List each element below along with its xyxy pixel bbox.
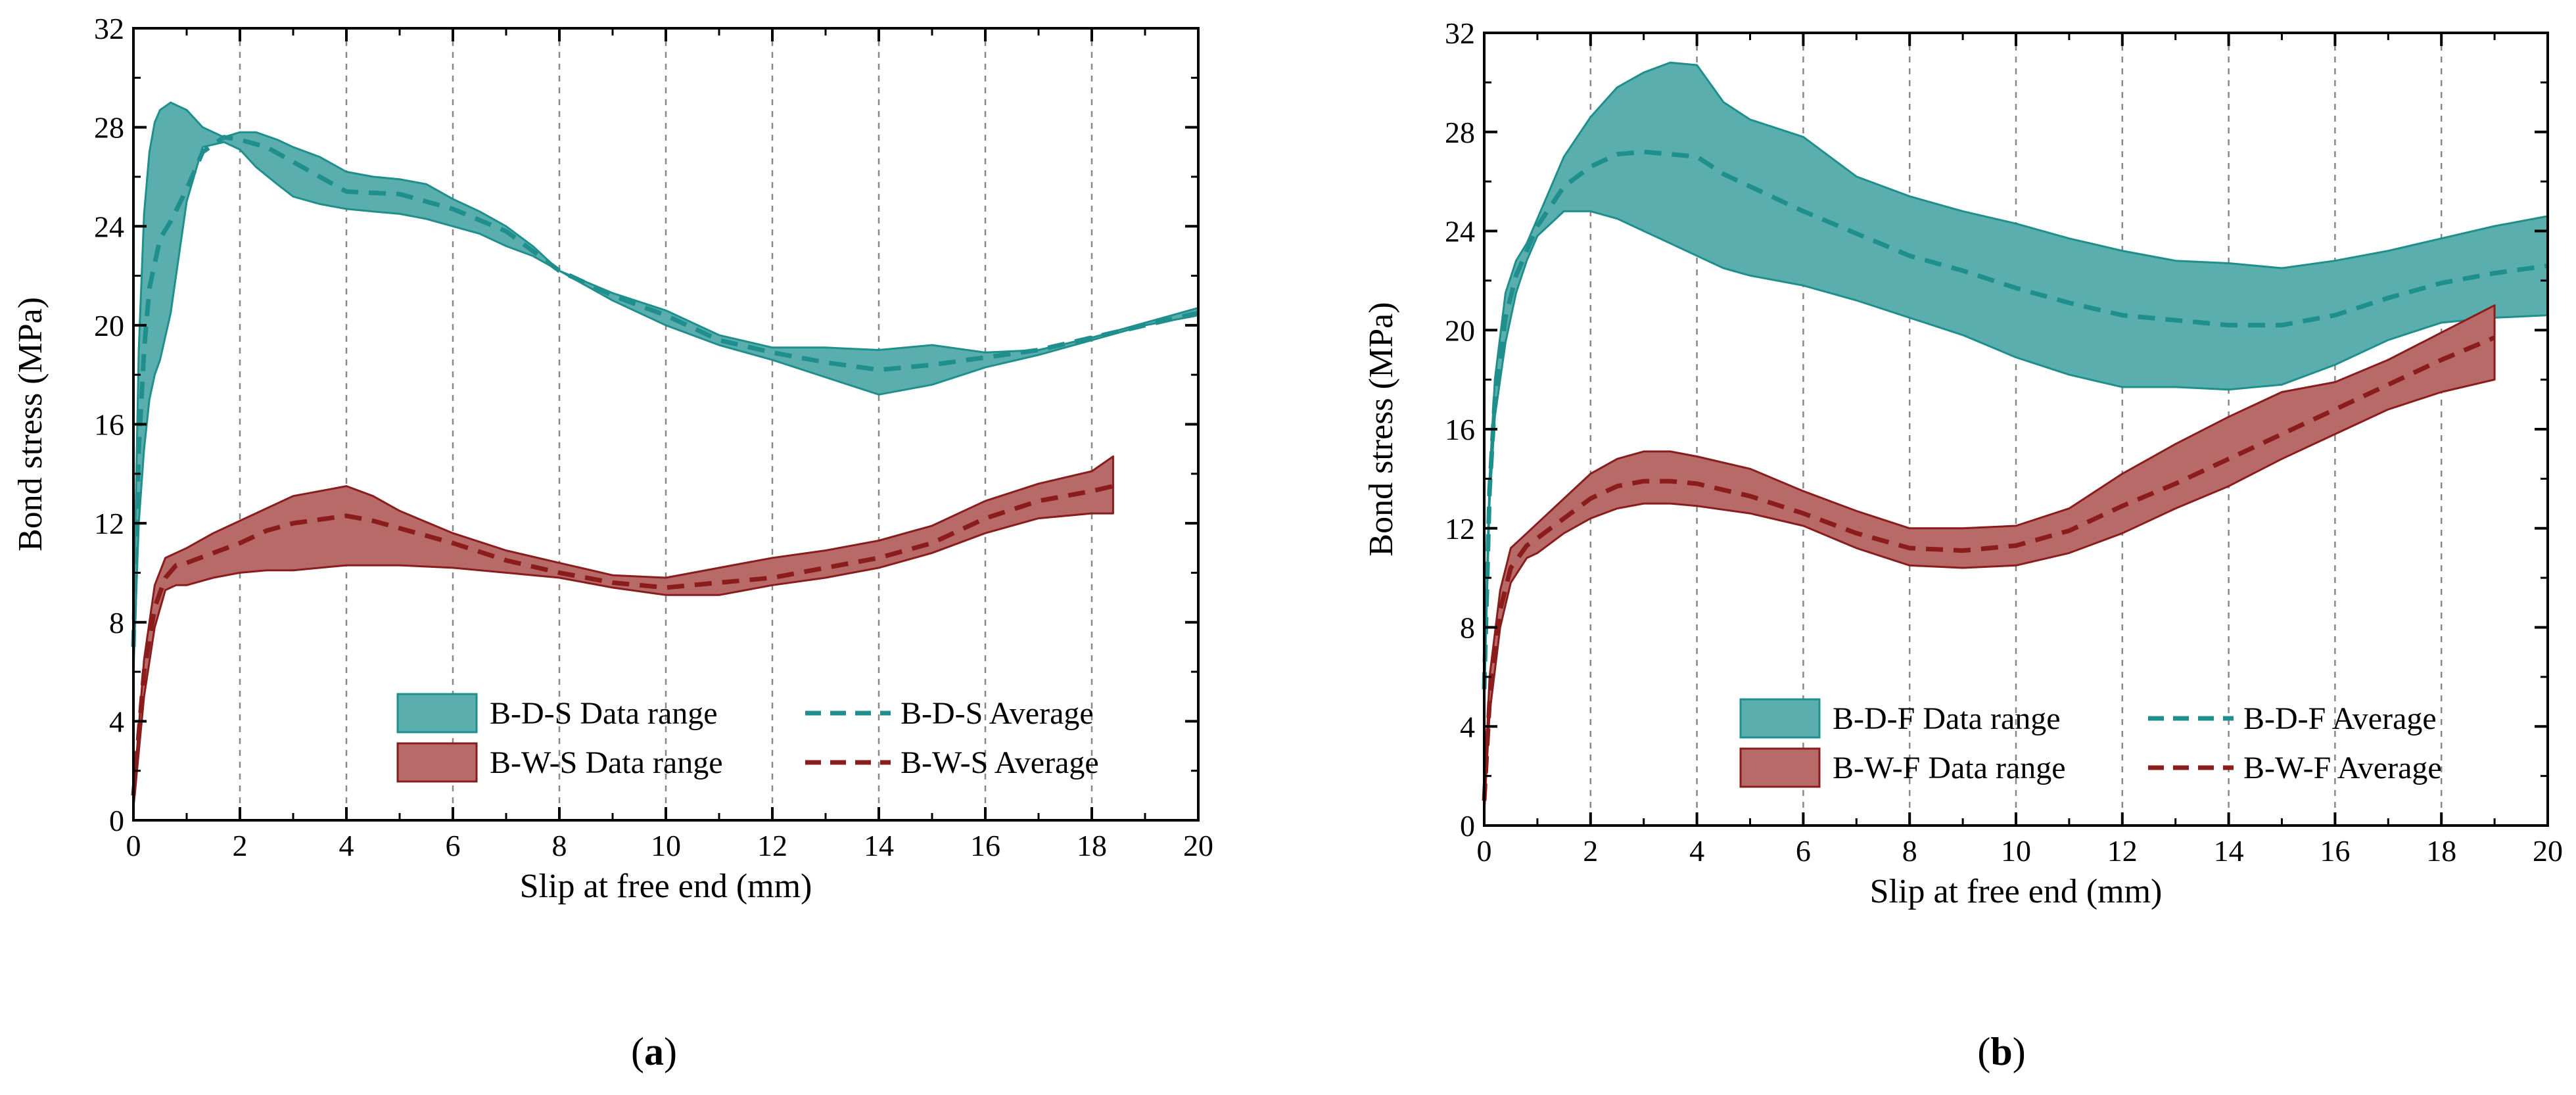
x-tick-label: 16: [2320, 834, 2350, 868]
x-tick-label: 2: [1583, 834, 1598, 868]
x-tick-label: 6: [1796, 834, 1811, 868]
series-average-line: [1482, 335, 2496, 801]
series-average-line: [1482, 149, 2548, 689]
y-tick-label: 16: [1445, 413, 1475, 446]
panel-label-letter: b: [1990, 1030, 2012, 1073]
y-tick-label: 8: [1460, 611, 1475, 645]
panel-label-letter: a: [644, 1030, 664, 1073]
y-tick-label: 4: [1460, 710, 1475, 743]
x-tick-label: 8: [1902, 834, 1917, 868]
legend-swatch: [396, 742, 478, 783]
x-tick-label: 14: [2214, 834, 2244, 868]
y-axis-label: Bond stress (MPa): [1363, 302, 1400, 556]
panel-label-open-paren: (: [631, 1030, 644, 1073]
panel-label: (a): [631, 1030, 677, 1073]
x-tick-label: 2: [233, 829, 248, 862]
y-tick-label: 20: [1445, 314, 1475, 347]
panel-label: (b): [1977, 1030, 2025, 1073]
x-tick-label: 18: [1077, 829, 1107, 862]
x-tick-label: 16: [970, 829, 1000, 862]
x-tick-label: 0: [1477, 834, 1492, 868]
legend-label: B-D-F Data range: [1833, 701, 2061, 736]
legend-swatch: [396, 693, 478, 734]
y-tick-label: 32: [94, 12, 124, 45]
y-tick-label: 4: [109, 705, 124, 738]
x-tick-label: 18: [2426, 834, 2456, 868]
x-tick-label: 14: [864, 829, 894, 862]
x-tick-label: 12: [757, 829, 787, 862]
y-axis-label: Bond stress (MPa): [12, 297, 49, 551]
y-tick-label: 0: [109, 804, 124, 837]
y-tick-label: 16: [94, 408, 124, 442]
panel-label-close-paren: ): [2013, 1030, 2026, 1073]
y-tick-label: 20: [94, 309, 124, 342]
panel-label-open-paren: (: [1977, 1030, 1990, 1073]
x-tick-label: 0: [126, 829, 141, 862]
x-tick-label: 4: [339, 829, 354, 862]
y-tick-label: 24: [94, 210, 124, 243]
x-tick-label: 6: [446, 829, 461, 862]
legend-swatch: [1739, 747, 1821, 788]
legend-label: B-D-S Data range: [490, 696, 718, 731]
x-tick-label: 10: [651, 829, 681, 862]
y-tick-label: 24: [1445, 215, 1475, 248]
legend-swatch: [1739, 698, 1821, 739]
x-axis-label: Slip at free end (mm): [520, 868, 812, 905]
legend-label: B-W-F Average: [2243, 751, 2442, 785]
series-average-line: [131, 484, 1114, 796]
legend-label: B-W-S Average: [901, 745, 1099, 780]
panel-label-close-paren: ): [664, 1030, 677, 1073]
y-tick-label: 32: [1445, 16, 1475, 50]
legend-label: B-D-S Average: [901, 696, 1094, 731]
y-tick-label: 28: [94, 111, 124, 145]
y-tick-label: 8: [109, 606, 124, 640]
y-tick-label: 0: [1460, 809, 1475, 843]
x-axis-label: Slip at free end (mm): [1870, 873, 2163, 910]
x-tick-label: 10: [2001, 834, 2031, 868]
legend-label: B-W-F Data range: [1833, 751, 2066, 785]
series-range-band: [132, 455, 1114, 809]
series-range-band: [1483, 304, 2496, 814]
y-tick-label: 12: [1445, 512, 1475, 546]
y-tick-label: 28: [1445, 116, 1475, 149]
series-average-line: [131, 135, 1199, 647]
x-tick-label: 20: [2533, 834, 2563, 868]
y-tick-label: 12: [94, 507, 124, 540]
x-tick-label: 20: [1183, 829, 1213, 862]
x-tick-label: 8: [552, 829, 567, 862]
x-tick-label: 4: [1689, 834, 1704, 868]
legend-label: B-D-F Average: [2243, 701, 2437, 736]
x-tick-label: 12: [2107, 834, 2138, 868]
legend-label: B-W-S Data range: [490, 745, 723, 780]
